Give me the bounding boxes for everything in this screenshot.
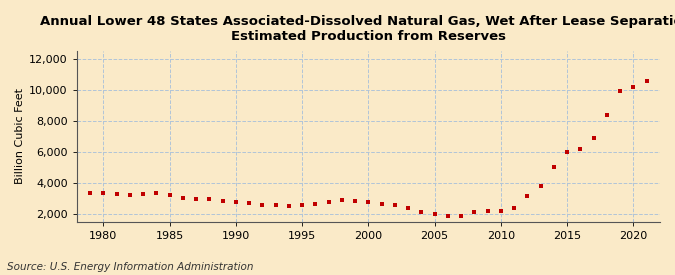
Point	[257, 202, 268, 207]
Point	[389, 203, 400, 208]
Point	[495, 209, 506, 213]
Point	[363, 200, 374, 205]
Point	[535, 184, 546, 188]
Point	[323, 199, 334, 204]
Point	[549, 165, 560, 170]
Point	[562, 150, 572, 154]
Point	[337, 198, 348, 202]
Text: Source: U.S. Energy Information Administration: Source: U.S. Energy Information Administ…	[7, 262, 253, 272]
Point	[270, 203, 281, 208]
Point	[601, 112, 612, 117]
Point	[575, 147, 586, 151]
Point	[138, 192, 148, 196]
Point	[615, 89, 626, 94]
Point	[376, 202, 387, 206]
Point	[522, 194, 533, 198]
Point	[244, 201, 254, 205]
Point	[204, 197, 215, 201]
Point	[191, 197, 202, 201]
Title: Annual Lower 48 States Associated-Dissolved Natural Gas, Wet After Lease Separat: Annual Lower 48 States Associated-Dissol…	[40, 15, 675, 43]
Point	[456, 214, 466, 218]
Point	[483, 209, 493, 213]
Point	[509, 206, 520, 210]
Point	[98, 190, 109, 195]
Point	[164, 193, 175, 197]
Point	[230, 200, 241, 205]
Point	[403, 206, 414, 210]
Point	[284, 204, 294, 208]
Point	[429, 212, 440, 216]
Point	[178, 196, 188, 200]
Point	[443, 213, 454, 218]
Point	[217, 199, 228, 203]
Point	[111, 192, 122, 196]
Point	[310, 202, 321, 206]
Point	[84, 191, 95, 195]
Point	[151, 191, 162, 195]
Point	[628, 85, 639, 89]
Point	[469, 210, 480, 214]
Point	[416, 210, 427, 214]
Point	[297, 202, 308, 207]
Point	[124, 193, 135, 197]
Point	[350, 199, 360, 203]
Y-axis label: Billion Cubic Feet: Billion Cubic Feet	[15, 89, 25, 185]
Point	[589, 136, 599, 140]
Point	[641, 78, 652, 83]
